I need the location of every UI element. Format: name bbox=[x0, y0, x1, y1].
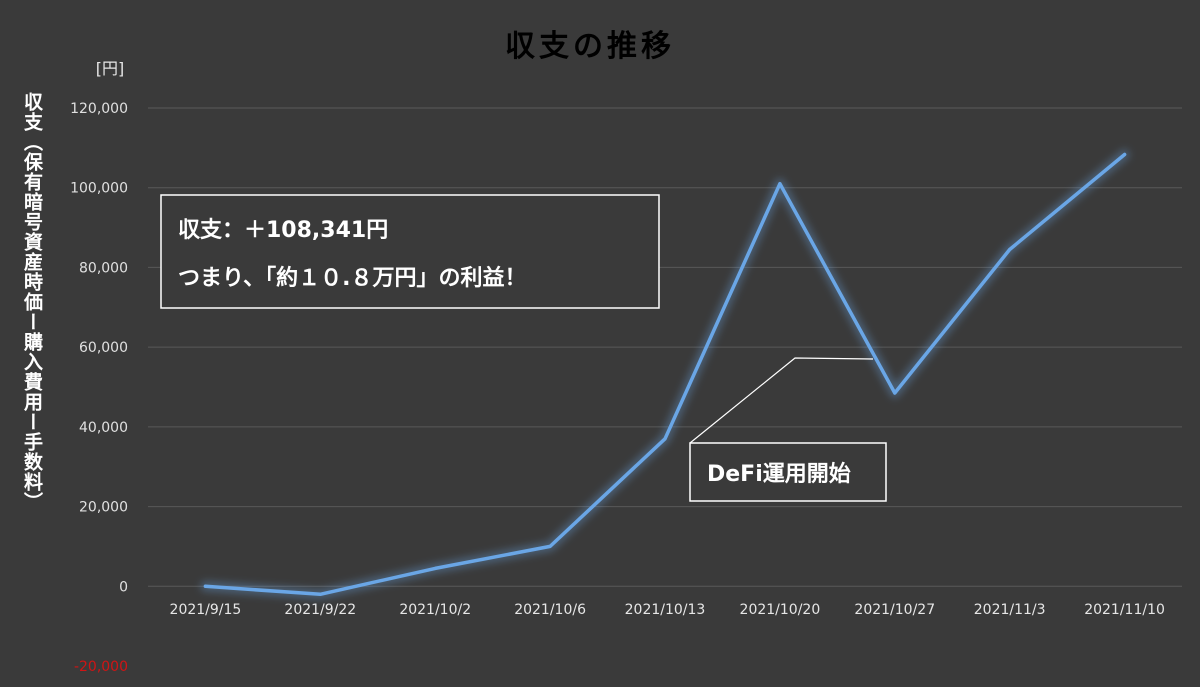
y-tick-label: 40,000 bbox=[79, 420, 128, 436]
y-tick-label: 120,000 bbox=[70, 101, 128, 117]
series-layer bbox=[200, 149, 1130, 600]
callout-leader-line bbox=[689, 357, 874, 444]
data-point bbox=[778, 182, 782, 186]
y-tick-layer: -20,000 0 20,000 40,000 60,000 80,000 100,000 1… bbox=[70, 101, 128, 675]
summary-line-2: つまり、「約１０.８万円」の利益！ bbox=[178, 265, 526, 291]
data-point bbox=[1123, 152, 1127, 156]
x-tick-label: 2021/11/3 bbox=[974, 602, 1046, 618]
data-point bbox=[548, 544, 552, 548]
x-tick-layer: 2021/9/15 2021/9/22 2021/10/2 2021/10/6 2021… bbox=[170, 602, 1165, 618]
grid-layer bbox=[148, 107, 1182, 587]
y-tick-label: 0 bbox=[119, 579, 128, 595]
y-tick-label: 80,000 bbox=[79, 260, 128, 276]
data-point bbox=[893, 391, 897, 395]
data-point bbox=[203, 584, 207, 588]
unit-label: [円] bbox=[96, 59, 125, 78]
y-tick-label: 100,000 bbox=[70, 181, 128, 197]
x-tick-label: 2021/10/20 bbox=[740, 602, 821, 618]
x-tick-label: 2021/10/27 bbox=[854, 602, 935, 618]
y-tick-label: 60,000 bbox=[79, 340, 128, 356]
data-point bbox=[318, 592, 322, 596]
chart-title: 収支の推移 bbox=[505, 29, 675, 64]
y-tick-label: -20,000 bbox=[74, 659, 128, 675]
x-tick-label: 2021/10/2 bbox=[399, 602, 471, 618]
summary-line-1: 収支：＋108,341円 bbox=[178, 218, 388, 243]
callout-box bbox=[689, 442, 887, 502]
data-point bbox=[1008, 247, 1012, 251]
data-point bbox=[663, 437, 667, 441]
x-tick-label: 2021/10/13 bbox=[625, 602, 706, 618]
x-tick-label: 2021/9/15 bbox=[170, 602, 242, 618]
data-point bbox=[433, 566, 437, 570]
y-tick-label: 20,000 bbox=[79, 500, 128, 516]
x-tick-label: 2021/11/10 bbox=[1084, 602, 1165, 618]
x-tick-label: 2021/9/22 bbox=[284, 602, 356, 618]
y-axis-label: 収支（保有暗号資産時価ー購入費用ー手数料） bbox=[21, 92, 44, 512]
x-tick-label: 2021/10/6 bbox=[514, 602, 586, 618]
summary-box bbox=[160, 194, 660, 309]
callout-text: DeFi運用開始 bbox=[707, 461, 851, 487]
